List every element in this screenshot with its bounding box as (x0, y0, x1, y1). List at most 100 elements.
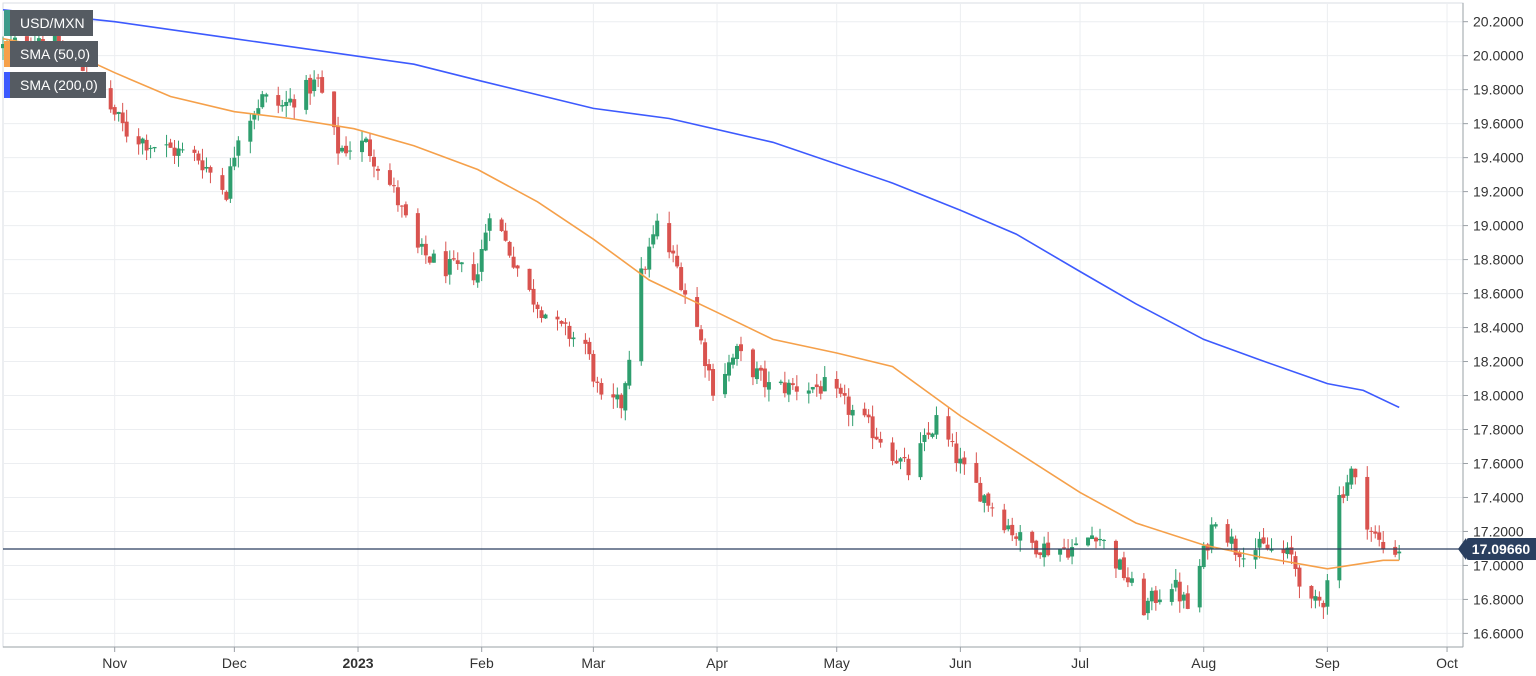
candle-body (543, 314, 548, 319)
x-tick-label: Jun (949, 655, 972, 671)
legend-symbol[interactable]: USD/MXN (4, 10, 93, 36)
candle-body (842, 393, 847, 396)
candle-body (866, 414, 871, 418)
candle-body (1225, 524, 1230, 543)
y-tick-label: 17.2000 (1473, 523, 1524, 539)
candle-body (555, 316, 560, 320)
sma-50-line (2, 37, 1400, 570)
x-tick-label: Jul (1071, 655, 1089, 671)
candle-body (1014, 536, 1019, 539)
y-tick-label: 17.4000 (1473, 489, 1524, 505)
candle-body (116, 111, 121, 114)
candle-body (112, 107, 117, 115)
candle-body (1397, 551, 1402, 554)
candle-body (208, 167, 213, 173)
candle-body (623, 383, 628, 411)
grid-layer (3, 3, 1463, 647)
candle-body (846, 396, 851, 415)
candle-body (1094, 537, 1099, 542)
legend-sma-200[interactable]: SMA (200,0) (4, 72, 106, 98)
sma-50-swatch (4, 41, 10, 67)
x-tick-label: Aug (1191, 655, 1216, 671)
candle-body (611, 394, 616, 398)
candle-body (731, 357, 735, 365)
y-axis: 20.2000 20.0000 19.8000 19.6000 19.4000 19.20… (1462, 3, 1524, 647)
plot-background (2, 2, 1464, 648)
candle-body (615, 394, 620, 400)
legend-sma-50[interactable]: SMA (50,0) (4, 41, 99, 67)
candle-body (423, 243, 428, 256)
candle-body (1213, 524, 1218, 527)
candle-body (946, 416, 951, 440)
candle-body (902, 456, 907, 459)
candle-body (1269, 549, 1274, 551)
candle-body (1177, 581, 1182, 602)
candle-body (531, 288, 536, 305)
candle-body (395, 187, 400, 206)
candle-body (443, 251, 448, 277)
candle-body (703, 342, 708, 367)
candle-body (144, 139, 149, 151)
candle-body (1345, 482, 1350, 496)
y-tick-label: 16.8000 (1473, 591, 1524, 607)
y-tick-label: 19.8000 (1473, 82, 1524, 98)
candle-body (1097, 538, 1102, 541)
candle-body (806, 390, 811, 394)
candle-body (1090, 535, 1095, 540)
candle-body (1181, 594, 1186, 601)
candle-body (1229, 536, 1234, 544)
candle-body (878, 438, 883, 443)
candle-body (1018, 532, 1023, 541)
candle-body (292, 99, 297, 108)
candle-body (1265, 544, 1270, 550)
legend-sma-50-label: SMA (50,0) (20, 46, 91, 62)
candle-body (527, 268, 532, 290)
candle-body (1169, 589, 1174, 602)
candle-body (814, 384, 819, 388)
candle-body (1289, 547, 1294, 555)
candle-body (224, 191, 229, 200)
x-tick-label: Mar (581, 655, 605, 671)
x-tick-label: Oct (1436, 655, 1458, 671)
candle-body (898, 458, 903, 462)
candle-body (256, 108, 261, 115)
candle-body (711, 369, 716, 396)
candle-body (387, 170, 392, 185)
candle-body (1129, 578, 1134, 583)
y-tick-label: 18.4000 (1473, 320, 1524, 336)
candle-body (838, 387, 843, 394)
candle-body (679, 267, 684, 291)
y-tick-label: 19.0000 (1473, 218, 1524, 234)
candle-body (36, 38, 41, 43)
candle-body (371, 156, 376, 167)
candle-body (850, 409, 855, 416)
candle-body (304, 79, 309, 110)
candle-body (587, 341, 592, 355)
candle-body (164, 144, 169, 146)
candle-body (647, 246, 652, 270)
candle-body (1261, 537, 1266, 544)
candle-body (822, 377, 827, 392)
candle-body (1369, 530, 1374, 532)
candle-body (651, 234, 656, 245)
candle-body (367, 139, 372, 157)
candle-body (515, 265, 520, 269)
candle-body (962, 457, 967, 465)
candle-body (1353, 468, 1358, 478)
candle-body (348, 150, 353, 152)
x-tick-label: Sep (1315, 655, 1340, 671)
candle-body (619, 394, 624, 409)
candle-body (1233, 538, 1238, 555)
sma-200-swatch (4, 72, 10, 98)
candle-body (667, 223, 672, 253)
x-tick-label: Nov (102, 655, 127, 671)
candle-body (1321, 602, 1326, 608)
candle-body (140, 138, 145, 144)
candle-body (1349, 468, 1354, 485)
candle-body (766, 382, 771, 390)
candle-body (535, 304, 540, 310)
candle-body (894, 460, 899, 464)
y-tick-label: 19.4000 (1473, 150, 1524, 166)
candle-body (1, 44, 5, 49)
